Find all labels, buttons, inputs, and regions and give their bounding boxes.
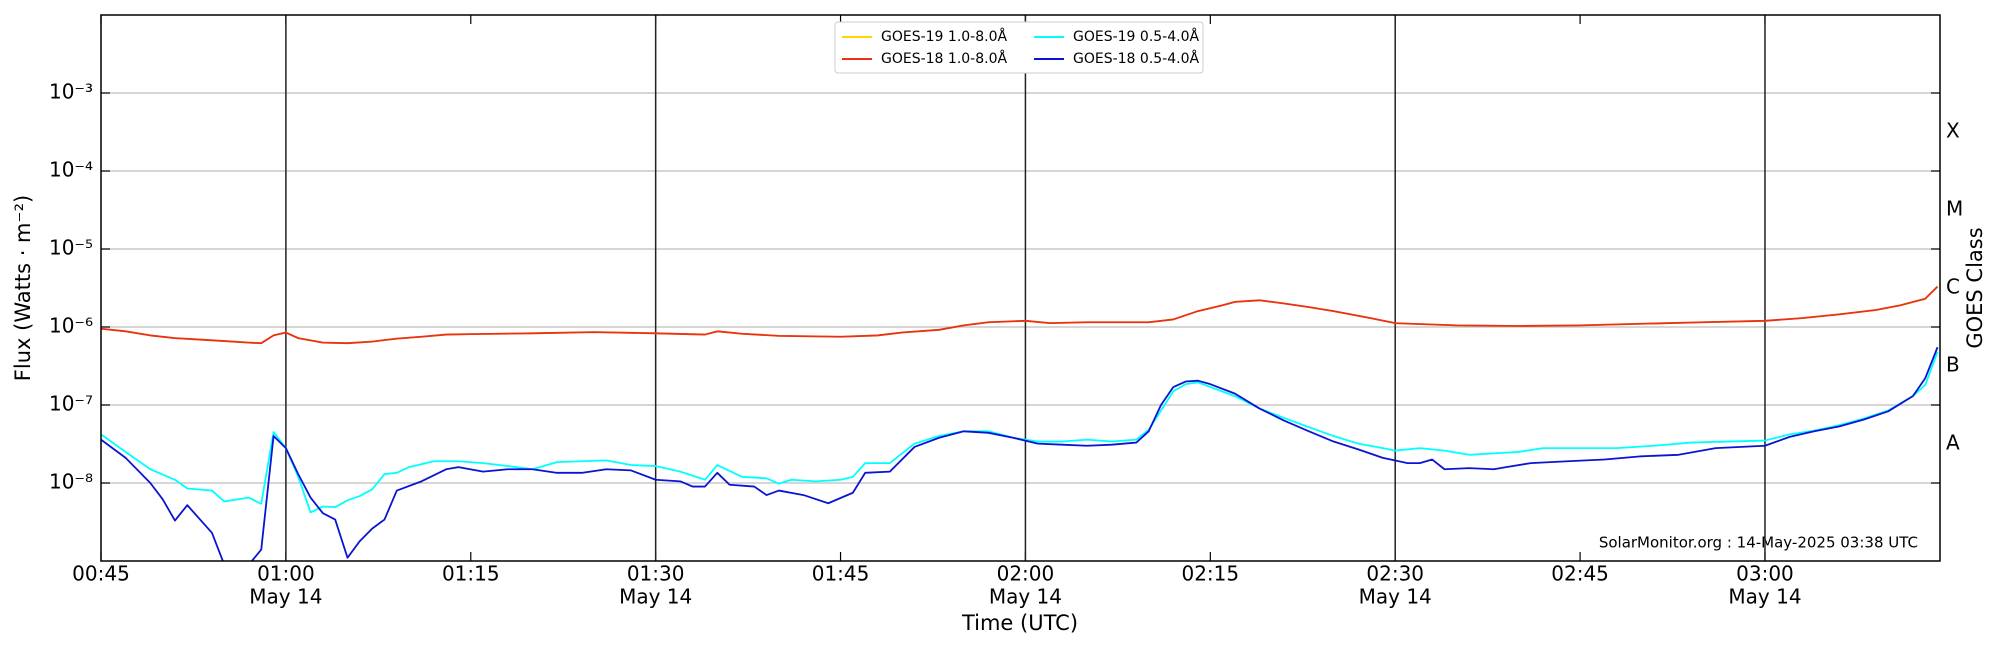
x-tick-sublabel: May 14 <box>249 585 322 609</box>
x-tick-label: 01:45 <box>812 562 870 586</box>
class-label: A <box>1946 431 1960 455</box>
legend-label: GOES-19 1.0-8.0Å <box>881 28 1007 45</box>
legend-label: GOES-18 0.5-4.0Å <box>1073 50 1199 67</box>
x-tick-sublabel: May 14 <box>1728 585 1801 609</box>
x-tick-label: 01:15 <box>442 562 500 586</box>
legend: GOES-19 1.0-8.0Å GOES-18 1.0-8.0Å GOES-19 … <box>834 21 1204 74</box>
y2-axis-label: GOES Class <box>1963 227 1987 348</box>
y-tick-label: 10⁻⁴ <box>49 158 93 182</box>
x-tick-label: 01:00 <box>257 562 315 586</box>
annotation: SolarMonitor.org : 14-May-2025 03:38 UTC <box>1599 534 1918 552</box>
x-tick-sublabel: May 14 <box>989 585 1062 609</box>
x-tick-sublabel: May 14 <box>1359 585 1432 609</box>
y-tick-label: 10⁻⁶ <box>49 314 93 338</box>
plot-frame <box>100 14 1941 562</box>
y-tick-label: 10⁻⁵ <box>49 236 93 260</box>
legend-label: GOES-19 0.5-4.0Å <box>1073 28 1199 45</box>
y-tick-label: 10⁻⁸ <box>49 470 93 494</box>
y-tick-label: 10⁻⁷ <box>49 392 93 416</box>
y-tick-label: 10⁻³ <box>49 80 93 104</box>
x-tick-label: 01:30 <box>627 562 685 586</box>
x-tick-sublabel: May 14 <box>619 585 692 609</box>
y-axis-label: Flux (Watts · m⁻²) <box>11 195 35 381</box>
x-tick-label: 02:00 <box>997 562 1055 586</box>
class-label: M <box>1946 197 1963 221</box>
class-label: C <box>1946 275 1960 299</box>
plot-area <box>101 285 1939 561</box>
series-line <box>101 351 1939 514</box>
class-label: B <box>1946 353 1960 377</box>
class-label: X <box>1946 119 1960 143</box>
series-line <box>101 285 1939 345</box>
x-tick-label: 03:00 <box>1736 562 1794 586</box>
x-axis-label: Time (UTC) <box>961 611 1078 635</box>
series-line <box>101 346 1939 561</box>
x-tick-label: 02:45 <box>1551 562 1609 586</box>
legend-label: GOES-18 1.0-8.0Å <box>881 50 1007 67</box>
x-tick-label: 02:15 <box>1181 562 1239 586</box>
x-tick-label: 02:30 <box>1366 562 1424 586</box>
legend-box <box>834 21 1204 74</box>
x-tick-label: 00:45 <box>72 562 130 586</box>
